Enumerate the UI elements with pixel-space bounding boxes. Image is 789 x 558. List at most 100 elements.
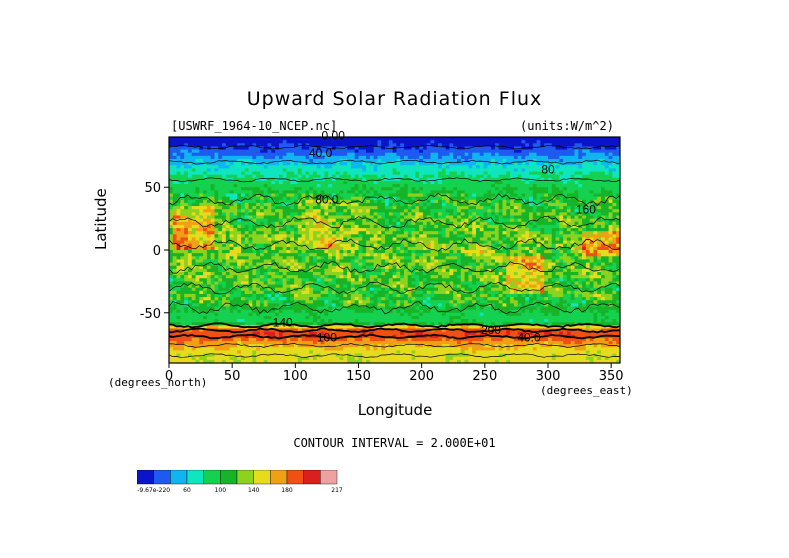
heatmap-cell (316, 199, 322, 204)
heatmap-cell (248, 177, 253, 182)
heatmap-cell (187, 202, 193, 207)
heatmap-cell (294, 184, 299, 188)
heatmap-cell (184, 281, 189, 286)
heatmap-cell (294, 359, 299, 363)
heatmap-cell (275, 196, 280, 201)
heatmap-cell (316, 149, 322, 154)
heatmap-cell (362, 309, 367, 314)
heatmap-cell (400, 212, 405, 217)
heatmap-cell (206, 271, 212, 276)
heatmap-cell (324, 184, 329, 188)
heatmap-cell (199, 293, 204, 298)
heatmap-cell (206, 337, 212, 342)
heatmap-cell (214, 325, 219, 330)
heatmap-cell (222, 344, 227, 348)
heatmap-cell (275, 353, 280, 358)
heatmap-cell (259, 287, 265, 292)
heatmap-cell (385, 218, 390, 223)
heatmap-cell (422, 315, 428, 320)
heatmap-cell (305, 256, 310, 261)
heatmap-cell (411, 271, 416, 276)
heatmap-cell (403, 347, 409, 352)
heatmap-cell (222, 234, 227, 239)
heatmap-cell (259, 271, 265, 276)
heatmap-cell (263, 259, 269, 264)
heatmap-cell (411, 253, 416, 257)
heatmap-cell (294, 243, 299, 248)
heatmap-cell (301, 278, 307, 282)
heatmap-cell (286, 206, 291, 210)
heatmap-cell (331, 231, 337, 235)
heatmap-cell (377, 165, 382, 169)
heatmap-cell (244, 246, 250, 251)
heatmap-cell (252, 212, 257, 217)
heatmap-cell (184, 334, 189, 339)
heatmap-cell (324, 246, 329, 251)
heatmap-cell (381, 350, 386, 355)
heatmap-cell (328, 174, 333, 179)
heatmap-cell (331, 177, 337, 182)
heatmap-cell (218, 237, 223, 242)
heatmap-cell (233, 341, 238, 345)
heatmap-cell (237, 309, 242, 314)
heatmap-cell (350, 359, 356, 363)
heatmap-cell (259, 303, 265, 308)
heatmap-cell (324, 259, 329, 264)
heatmap-cell (339, 265, 344, 270)
heatmap-cell (237, 184, 242, 188)
heatmap-cell (180, 165, 185, 169)
heatmap-cell (343, 184, 348, 188)
heatmap-cell (320, 331, 325, 336)
heatmap-cell (392, 158, 397, 163)
heatmap-cell (320, 325, 325, 330)
heatmap-cell (362, 297, 367, 301)
heatmap-cell (222, 293, 227, 298)
heatmap-cell (282, 250, 288, 254)
heatmap-cell (343, 259, 348, 264)
heatmap-cell (388, 152, 394, 157)
heatmap-cell (214, 209, 219, 213)
heatmap-cell (381, 281, 386, 286)
heatmap-cell (225, 143, 231, 148)
heatmap-cell (369, 240, 375, 245)
heatmap-cell (381, 171, 386, 176)
heatmap-cell (403, 231, 409, 235)
heatmap-cell (313, 278, 318, 282)
heatmap-cell (324, 193, 329, 198)
heatmap-cell (305, 152, 310, 157)
heatmap-cell (415, 202, 420, 207)
heatmap-cell (392, 312, 397, 317)
heatmap-cell (297, 158, 303, 163)
heatmap-cell (278, 137, 284, 141)
heatmap-cell (271, 190, 276, 195)
heatmap-cell (388, 341, 394, 345)
heatmap-cell (422, 293, 428, 298)
heatmap-cell (233, 246, 238, 251)
heatmap-cell (422, 190, 428, 195)
heatmap-cell (366, 331, 371, 336)
heatmap-cell (271, 287, 276, 292)
heatmap-cell (172, 237, 178, 242)
heatmap-cell (392, 202, 397, 207)
heatmap-cell (244, 331, 250, 336)
heatmap-cell (191, 149, 197, 154)
heatmap-cell (195, 356, 200, 361)
heatmap-cell (290, 284, 295, 289)
heatmap-cell (187, 287, 193, 292)
heatmap-cell (169, 228, 174, 232)
heatmap-cell (320, 337, 325, 342)
heatmap-cell (369, 306, 375, 311)
heatmap-cell (422, 202, 428, 207)
heatmap-cell (233, 256, 238, 261)
heatmap-cell (366, 143, 371, 148)
heatmap-cell (347, 240, 352, 245)
heatmap-cell (422, 312, 428, 317)
heatmap-cell (286, 337, 291, 342)
heatmap-cell (313, 224, 318, 229)
heatmap-cell (381, 312, 386, 317)
heatmap-cell (426, 218, 432, 223)
heatmap-cell (259, 278, 265, 282)
heatmap-cell (328, 171, 333, 176)
heatmap-cell (339, 231, 344, 235)
heatmap-cell (373, 174, 379, 179)
